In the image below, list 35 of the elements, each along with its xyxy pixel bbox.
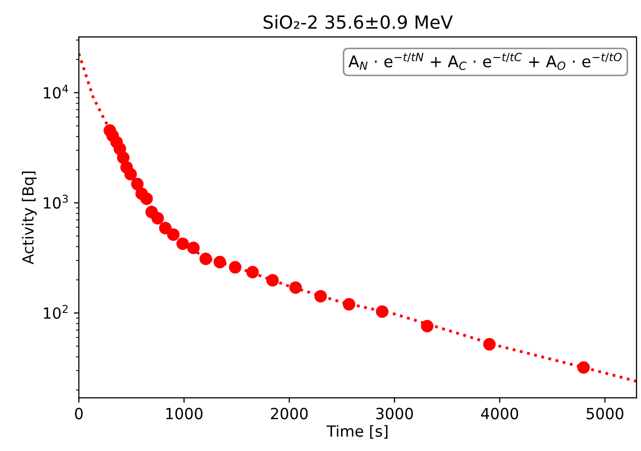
point	[342, 298, 356, 311]
point	[577, 361, 590, 374]
x-tick-label: 4000	[481, 408, 518, 420]
point	[151, 212, 164, 224]
point	[289, 281, 302, 294]
y-axis-title: Activity [Bq]	[22, 172, 37, 264]
chart-title: SiO₂-2 35.6±0.9 MeV	[264, 14, 453, 29]
point	[376, 305, 388, 318]
point	[140, 192, 153, 205]
point	[167, 228, 180, 241]
point	[228, 261, 242, 274]
x-tick-label: 5000	[586, 408, 624, 420]
point	[116, 151, 130, 164]
point	[187, 242, 200, 254]
point	[214, 256, 226, 268]
x-tick-label: 1000	[166, 408, 202, 420]
x-axis-title: Time [s]	[326, 425, 388, 439]
point	[314, 290, 327, 302]
x-tick-label: 3000	[376, 408, 413, 420]
y-tick-label: 10$^{2}$	[44, 304, 68, 319]
point	[176, 238, 189, 250]
y-tick-label: 10$^{4}$	[44, 84, 68, 99]
point	[246, 266, 259, 278]
point	[124, 168, 137, 180]
point	[199, 252, 212, 266]
point	[131, 178, 144, 190]
line-series	[78, 52, 637, 383]
x-tick-label: 2000	[270, 408, 308, 420]
text: A$_{N}$ · e$^{−t/tN}$ + A$_{C}$ · e$^{−t/tC}$ + A$_{O}$ · e$^{−t/tO}$	[348, 52, 622, 70]
x-tick-label: 0	[74, 408, 83, 420]
point	[159, 222, 172, 234]
point	[483, 338, 496, 351]
point	[420, 320, 434, 332]
y-tick-label: 10$^{3}$	[44, 194, 68, 209]
point	[266, 274, 279, 287]
